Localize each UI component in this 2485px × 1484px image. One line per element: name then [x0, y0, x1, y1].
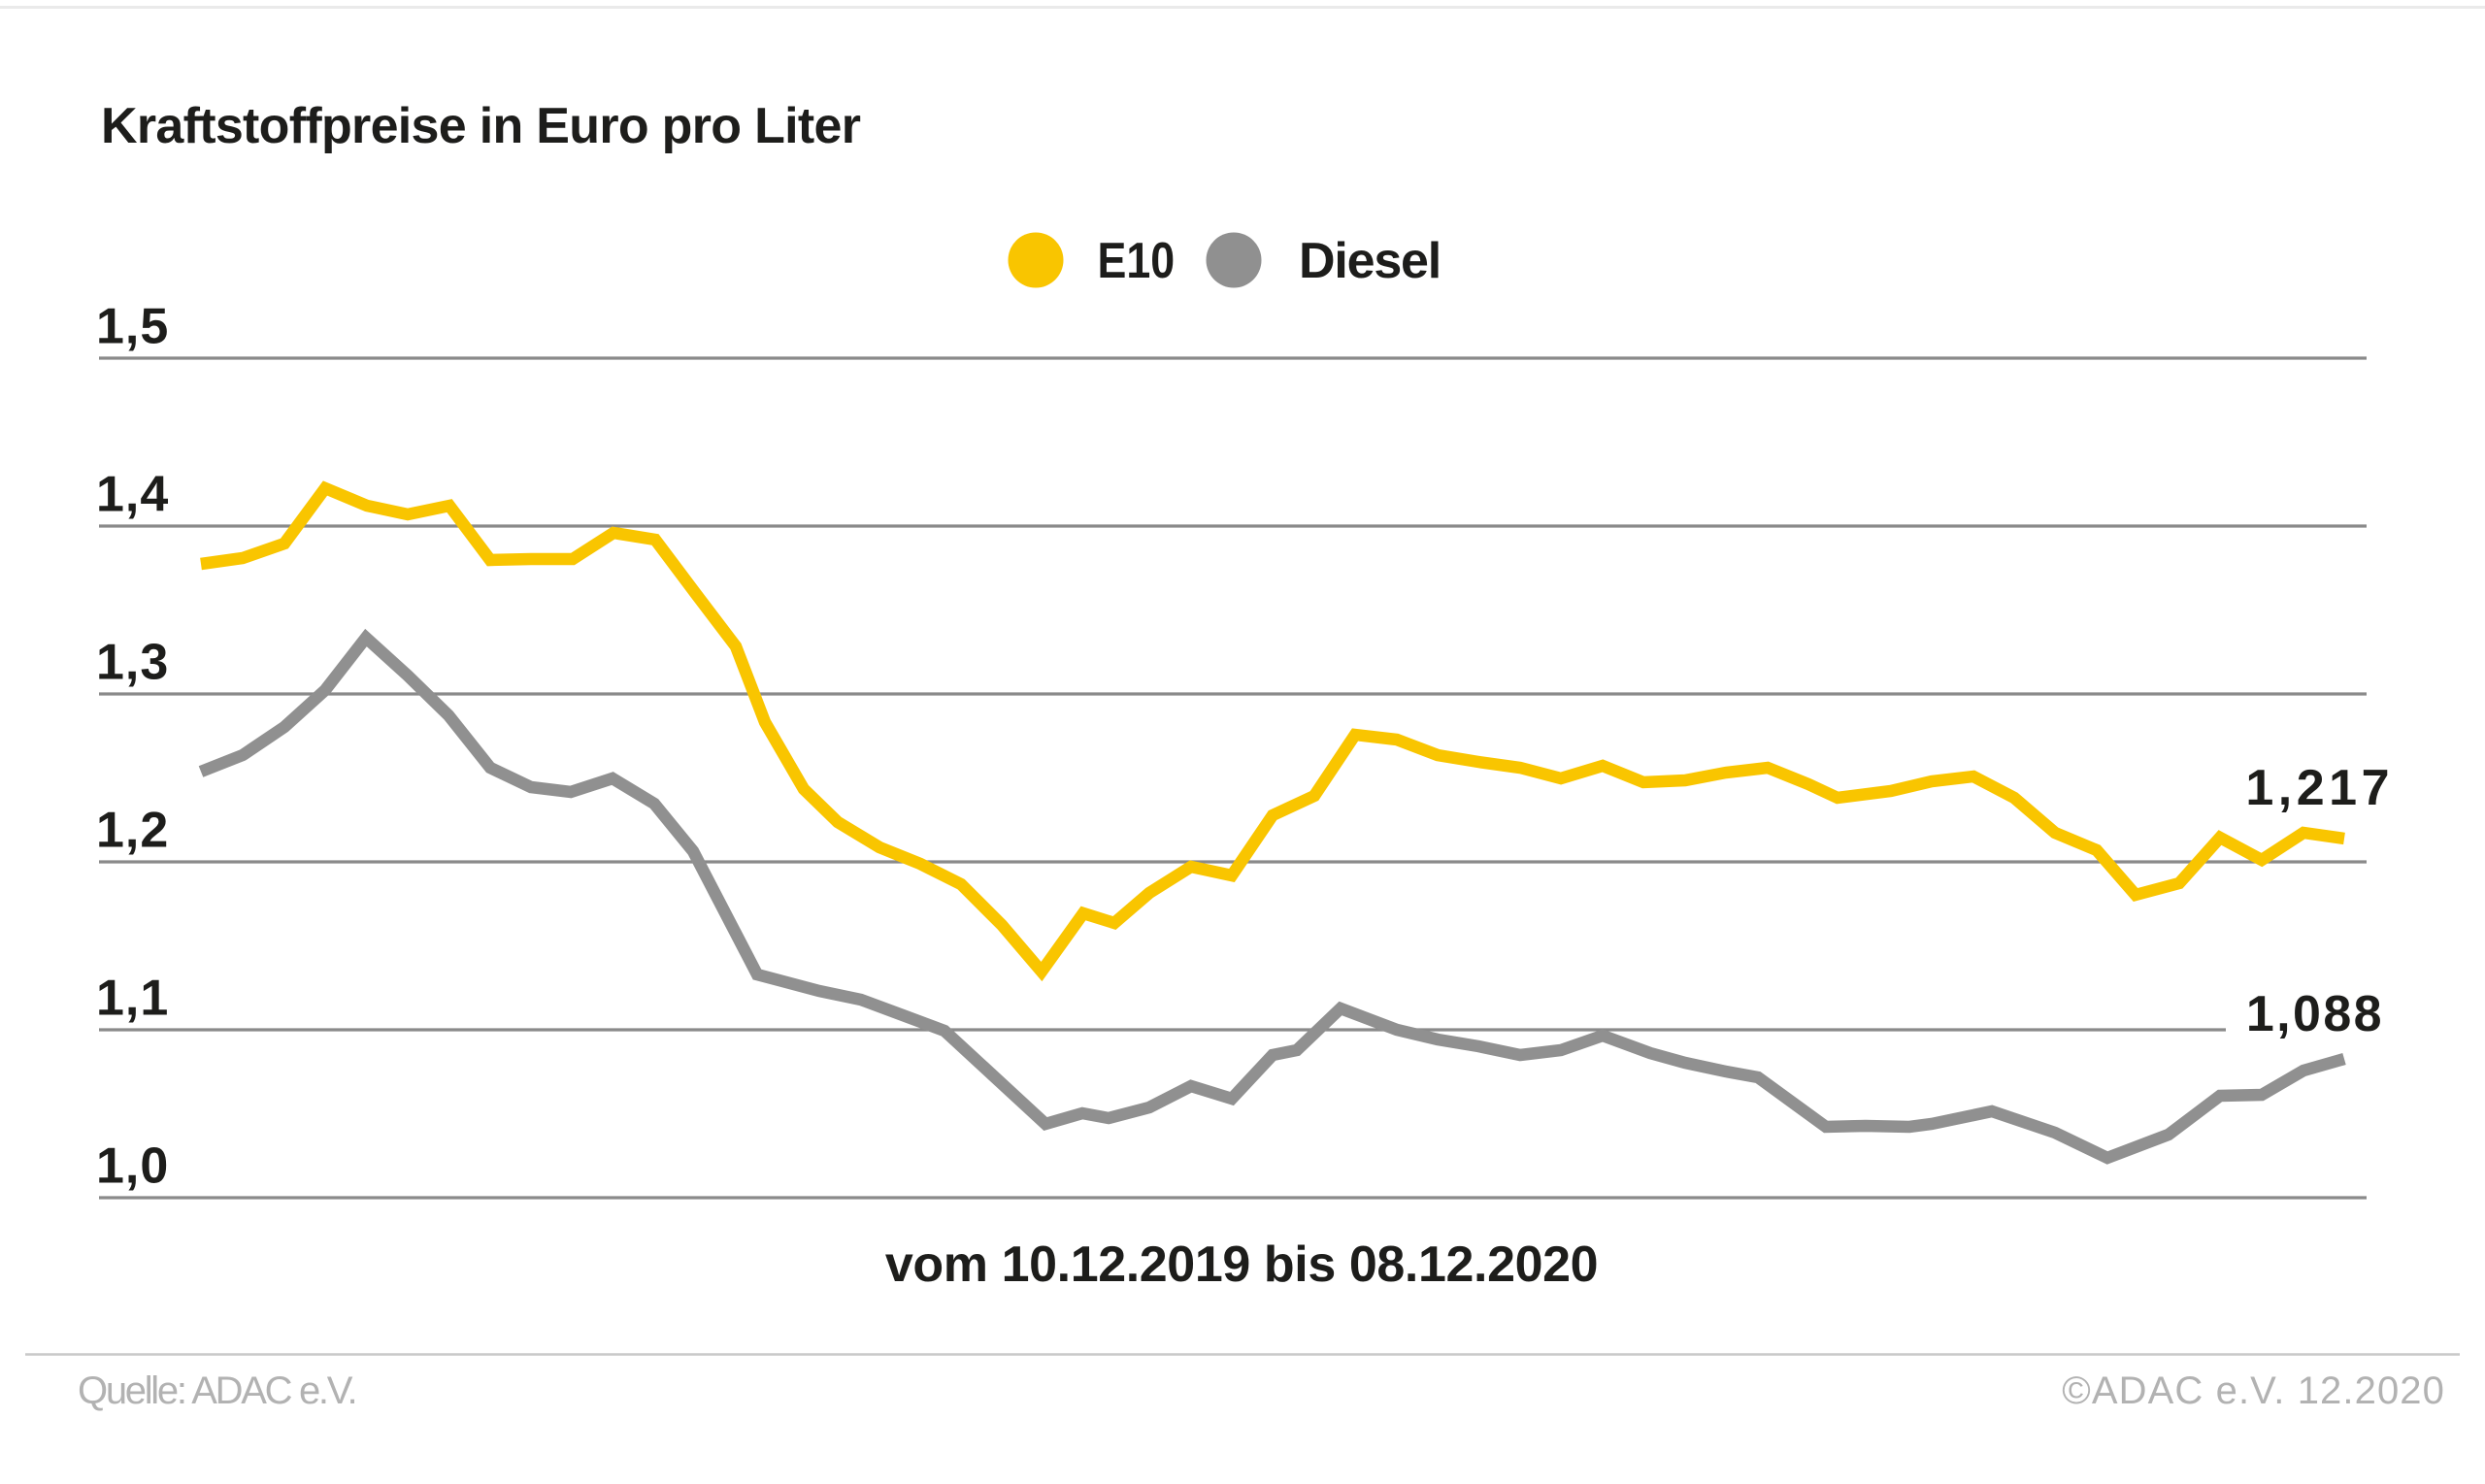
svg-text:vom 10.12.2019 bis 08.12.2020: vom 10.12.2019 bis 08.12.2020: [885, 1237, 1598, 1293]
svg-text:1,4: 1,4: [96, 466, 169, 522]
svg-text:1,5: 1,5: [96, 298, 169, 354]
svg-text:1,088: 1,088: [2246, 986, 2384, 1042]
svg-text:©ADAC e.V. 12.2020: ©ADAC e.V. 12.2020: [2062, 1369, 2445, 1412]
svg-text:1,217: 1,217: [2245, 760, 2394, 816]
svg-text:Diesel: Diesel: [1299, 233, 1441, 289]
svg-text:Quelle: ADAC e.V.: Quelle: ADAC e.V.: [78, 1369, 355, 1412]
svg-text:E10: E10: [1098, 233, 1176, 289]
svg-text:1,2: 1,2: [96, 802, 169, 858]
svg-text:Kraftstoffpreise in Euro pro L: Kraftstoffpreise in Euro pro Liter: [101, 98, 861, 154]
svg-text:1,0: 1,0: [96, 1138, 169, 1194]
svg-text:1,3: 1,3: [96, 634, 169, 690]
svg-text:1,1: 1,1: [96, 970, 169, 1026]
